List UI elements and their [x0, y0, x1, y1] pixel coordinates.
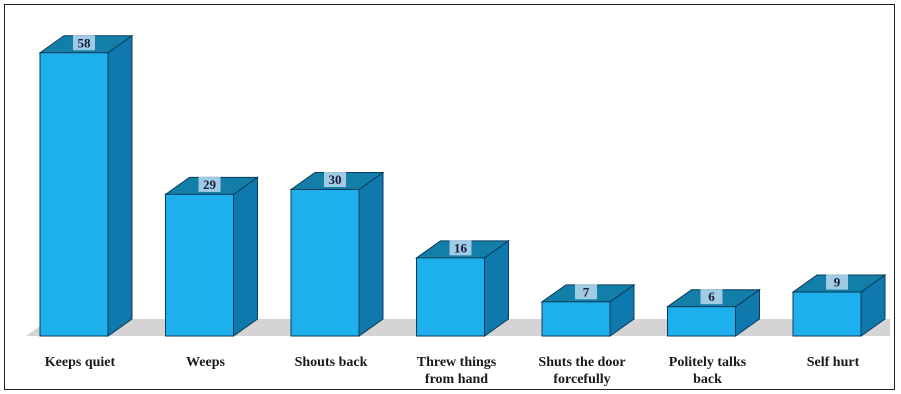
x-tick-label: Weeps [186, 355, 225, 370]
value-label-box [324, 172, 346, 187]
bar-front [416, 257, 485, 337]
value-label: 6 [708, 289, 715, 304]
bar-5: 7 [540, 283, 636, 337]
bar-4: 16 [414, 239, 511, 337]
value-label-box [826, 274, 848, 290]
x-tick-label: Keeps quiet [45, 355, 116, 370]
x-tick-label: Threw things from hand [417, 355, 497, 387]
value-label: 9 [834, 275, 841, 290]
bar-side [233, 176, 258, 337]
bars-group: 58 29 30 16 7 6 9 [38, 34, 887, 337]
bar-front [165, 193, 234, 337]
bar-3: 30 [289, 171, 385, 337]
value-label: 58 [78, 35, 92, 50]
x-tick-label: Politely talks back [669, 355, 747, 387]
value-label-box [449, 240, 472, 256]
bar-front [541, 301, 611, 337]
bar-7: 9 [791, 274, 887, 337]
bar-6: 6 [665, 288, 762, 337]
bar-front [290, 189, 360, 337]
bar-1: 58 [38, 34, 134, 337]
value-label: 30 [329, 172, 342, 187]
x-tick-label: Self hurt [807, 355, 860, 370]
value-label: 16 [454, 240, 468, 255]
x-axis-labels: Keeps quiet Weeps Shouts back Threw things f… [45, 355, 860, 387]
value-label-box [73, 35, 95, 51]
bar-2: 29 [163, 176, 260, 337]
value-label: 7 [583, 284, 590, 299]
bar-front [39, 52, 109, 337]
value-label-box [700, 289, 723, 305]
bar-front [792, 291, 862, 337]
x-tick-label: Shouts back [295, 355, 368, 370]
value-label-box [198, 176, 221, 192]
x-tick-label: Shuts the door forcefully [538, 355, 625, 387]
bar-front [667, 306, 736, 337]
bar-side [107, 34, 133, 337]
value-label: 29 [203, 177, 217, 192]
value-label-box [575, 284, 597, 300]
bar-side [358, 171, 384, 337]
